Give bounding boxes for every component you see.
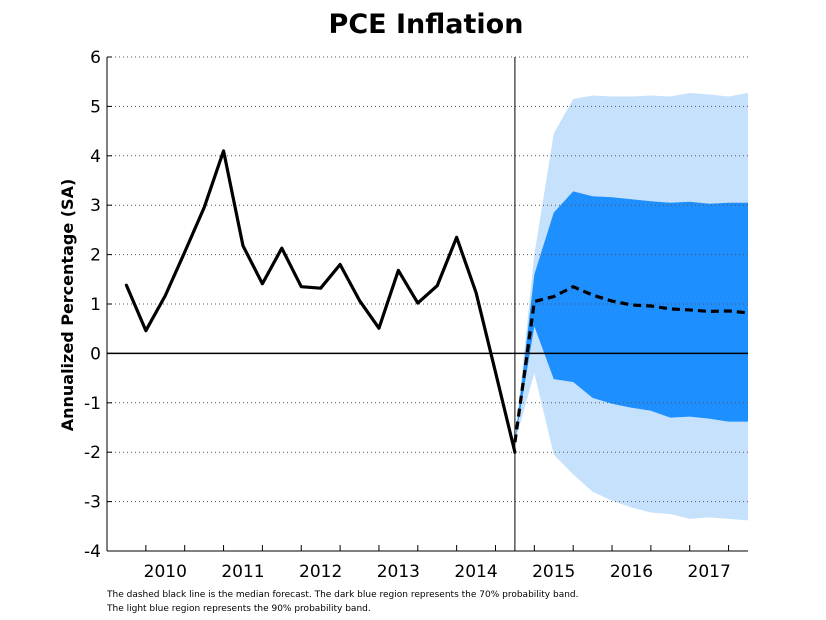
y-tick-label: -3 bbox=[84, 493, 101, 513]
data-series bbox=[124, 149, 749, 454]
x-tick-label: 2010 bbox=[144, 562, 187, 582]
x-tick-label: 2012 bbox=[299, 562, 342, 582]
y-tick-label: 4 bbox=[90, 147, 101, 167]
y-tick-label: -2 bbox=[84, 443, 101, 463]
axes bbox=[106, 56, 748, 552]
y-tick-label: -1 bbox=[84, 394, 101, 414]
x-tick-label: 2011 bbox=[221, 562, 264, 582]
y-tick-label: 6 bbox=[90, 48, 101, 68]
x-tick-label: 2015 bbox=[532, 562, 575, 582]
x-tick-label: 2017 bbox=[688, 562, 731, 582]
y-tick-label: 1 bbox=[90, 295, 101, 315]
y-tick-label: 5 bbox=[90, 97, 101, 117]
x-tick-label: 2016 bbox=[610, 562, 653, 582]
x-tick-label: 2014 bbox=[454, 562, 497, 582]
historical-series-line bbox=[124, 149, 517, 454]
probability-bands bbox=[514, 93, 748, 521]
footnote-line-1: The dashed black line is the median fore… bbox=[107, 590, 579, 600]
footnote-line-2: The light blue region represents the 90%… bbox=[107, 604, 371, 614]
y-tick-label: 3 bbox=[90, 196, 101, 216]
x-tick-label: 2013 bbox=[377, 562, 420, 582]
tick-labels: 6 5 4 3 2 1 0 -1 -2 -3 -4 2010 2011 2012 2013 2014 2015 2… bbox=[84, 48, 731, 582]
band-70-percent bbox=[514, 191, 748, 443]
median-forecast-line bbox=[513, 285, 749, 443]
y-tick-label: 2 bbox=[90, 246, 101, 266]
y-tick-label: 0 bbox=[90, 344, 101, 364]
chart-title: PCE Inflation bbox=[329, 9, 524, 40]
y-axis-title: Annualized Percentage (SA) bbox=[58, 179, 77, 432]
y-tick-label: -4 bbox=[84, 542, 101, 562]
